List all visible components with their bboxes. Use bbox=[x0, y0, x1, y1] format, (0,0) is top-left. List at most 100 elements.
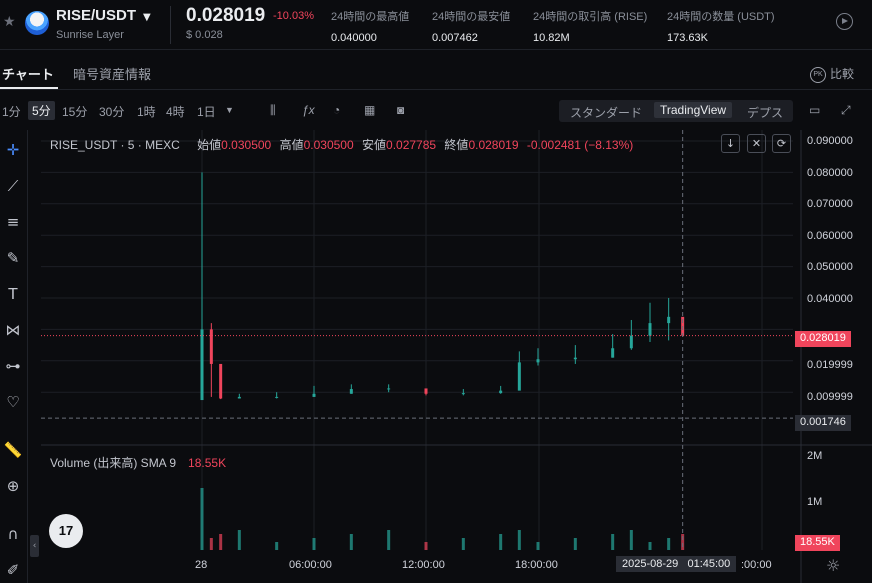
timeframe-15m[interactable]: 15分 bbox=[62, 105, 88, 119]
crosshair-icon[interactable]: ✛ bbox=[6, 141, 20, 159]
stat-24h-high: 24時間の最高値 0.040000 bbox=[331, 11, 410, 44]
candle-body bbox=[499, 390, 503, 394]
ruler-icon[interactable]: 📏 bbox=[3, 441, 23, 459]
volume-bar bbox=[275, 542, 279, 550]
legend-close-label: 終値 bbox=[444, 138, 469, 152]
volume-legend-value: 18.55K bbox=[188, 456, 227, 470]
view-depth[interactable]: デプス bbox=[747, 106, 784, 120]
timeframe-1h[interactable]: 1時 bbox=[137, 105, 156, 119]
view-tradingview[interactable]: TradingView bbox=[654, 102, 733, 118]
compare-label: 比較 bbox=[830, 67, 855, 81]
ticker-header: ★ RISE/USDT ▼ Sunrise Layer 0.028019 -10… bbox=[0, 0, 872, 50]
legend-low: 0.027785 bbox=[386, 138, 437, 152]
volume-tag: 18.55K bbox=[795, 535, 840, 551]
timeframe-4h[interactable]: 4時 bbox=[166, 105, 185, 119]
candle-body bbox=[648, 323, 652, 336]
price-usd: $ 0.028 bbox=[186, 29, 223, 41]
arrow-down-icon[interactable]: ↓ bbox=[721, 134, 740, 153]
tab-chart[interactable]: チャート bbox=[2, 67, 54, 82]
candle-body bbox=[461, 393, 465, 395]
candle-body bbox=[237, 396, 241, 399]
timeframe-30m[interactable]: 30分 bbox=[99, 105, 125, 119]
timeframe-1d[interactable]: 1日 bbox=[197, 105, 216, 119]
candle-body bbox=[387, 388, 391, 390]
y-tick: 0.060000 bbox=[807, 230, 853, 242]
active-tab-indicator bbox=[0, 87, 58, 89]
x-tick: 12:00:00 bbox=[402, 559, 445, 571]
current-price-tag: 0.028019 bbox=[795, 331, 851, 347]
volume-bar bbox=[629, 530, 633, 550]
candle-body bbox=[312, 393, 316, 397]
volume-bar bbox=[573, 538, 577, 550]
brush-icon[interactable]: ✎ bbox=[6, 249, 20, 267]
window-icon[interactable]: ▭ bbox=[809, 103, 821, 117]
x-tick: 18:00:00 bbox=[515, 559, 558, 571]
pattern-icon[interactable]: ⋈ bbox=[5, 321, 21, 339]
candle-body bbox=[219, 363, 223, 399]
measure-icon[interactable]: ⊶ bbox=[5, 357, 21, 375]
heart-icon[interactable]: ♡ bbox=[6, 393, 20, 411]
candle-body bbox=[424, 388, 428, 394]
collapse-icon[interactable]: ✕ bbox=[747, 134, 766, 153]
horizontal-lines-icon[interactable]: ≡ bbox=[6, 213, 20, 231]
view-standard[interactable]: スタンダード bbox=[570, 106, 643, 120]
alert-icon[interactable]: ◔ bbox=[333, 103, 341, 117]
stat-24h-low: 24時間の最安値 0.007462 bbox=[432, 11, 511, 44]
volume-bar bbox=[424, 542, 428, 550]
camera-icon[interactable]: ◙ bbox=[397, 103, 405, 117]
indicators-icon[interactable]: ƒx bbox=[302, 103, 315, 117]
candle-body bbox=[209, 329, 213, 364]
star-icon[interactable]: ★ bbox=[3, 14, 16, 30]
x-tick: 06:00:00 bbox=[289, 559, 332, 571]
zoom-in-icon[interactable]: ⊕ bbox=[6, 477, 20, 495]
candlestick-chart[interactable] bbox=[41, 130, 872, 583]
last-price: 0.028019 bbox=[186, 5, 266, 26]
refresh-icon[interactable]: ⟳ bbox=[772, 134, 791, 153]
volume-tick: 2M bbox=[807, 450, 823, 462]
crosshair-date-tag: 2025-08-29 01:45:00 bbox=[616, 556, 737, 572]
pair-symbol[interactable]: RISE/USDT bbox=[56, 7, 137, 24]
timeframe-1m[interactable]: 1分 bbox=[2, 105, 21, 119]
price-chart[interactable]: RISE_USDT · 5 · MEXC 始値0.030500 高値0.0305… bbox=[41, 130, 872, 583]
collapse-panel-button[interactable]: ‹ bbox=[30, 535, 39, 557]
gear-icon[interactable]: ☼ bbox=[826, 556, 841, 575]
stat-24h-volume-rise: 24時間の取引高 (RISE) 10.82M bbox=[533, 11, 648, 44]
candle-type-icon[interactable]: ⫼ bbox=[270, 103, 276, 117]
layout-icon[interactable]: ▦ bbox=[364, 103, 376, 117]
trend-line-icon[interactable]: ⟋ bbox=[7, 177, 19, 195]
content-tabs: チャート 暗号資産情報 PK 比較 bbox=[0, 56, 872, 90]
volume-bar bbox=[648, 542, 652, 550]
legend-open-label: 始値 bbox=[197, 138, 222, 152]
volume-bar bbox=[517, 530, 521, 550]
y-tick: 0.070000 bbox=[807, 198, 853, 210]
chevron-down-icon[interactable]: ▼ bbox=[143, 12, 151, 23]
volume-tick: 1M bbox=[807, 496, 823, 508]
token-name: Sunrise Layer bbox=[56, 29, 124, 41]
legend-symbol: RISE_USDT · 5 · MEXC bbox=[50, 138, 180, 152]
candle-body bbox=[536, 359, 540, 363]
fullscreen-icon[interactable]: ⤢ bbox=[841, 103, 851, 117]
view-switcher: スタンダード TradingView デプス bbox=[559, 100, 793, 122]
token-logo bbox=[25, 11, 49, 35]
x-tick: :00:00 bbox=[741, 559, 772, 571]
volume-bar bbox=[461, 538, 465, 550]
compare-button[interactable]: PK 比較 bbox=[810, 65, 854, 83]
volume-bar bbox=[209, 538, 213, 550]
play-icon[interactable] bbox=[836, 13, 853, 30]
price-change: -10.03% bbox=[273, 10, 314, 22]
drawing-tools-panel: ✛ ⟋ ≡ ✎ T ⋈ ⊶ ♡ 📏 ⊕ ∩ ✐ bbox=[0, 130, 28, 583]
candle-body bbox=[349, 389, 353, 394]
volume-bar bbox=[611, 534, 615, 550]
candle-body bbox=[611, 348, 615, 358]
chevron-down-icon[interactable]: ▼ bbox=[225, 105, 234, 115]
pencil-icon[interactable]: ✐ bbox=[6, 561, 20, 579]
volume-bar bbox=[200, 488, 204, 550]
volume-bar bbox=[312, 538, 316, 550]
legend-close: 0.028019 bbox=[468, 138, 519, 152]
text-icon[interactable]: T bbox=[8, 285, 18, 303]
y-tick: 0.040000 bbox=[807, 293, 853, 305]
candle-body bbox=[667, 316, 671, 324]
timeframe-5m[interactable]: 5分 bbox=[28, 101, 55, 120]
tab-asset-info[interactable]: 暗号資産情報 bbox=[73, 67, 152, 82]
magnet-icon[interactable]: ∩ bbox=[7, 525, 19, 543]
